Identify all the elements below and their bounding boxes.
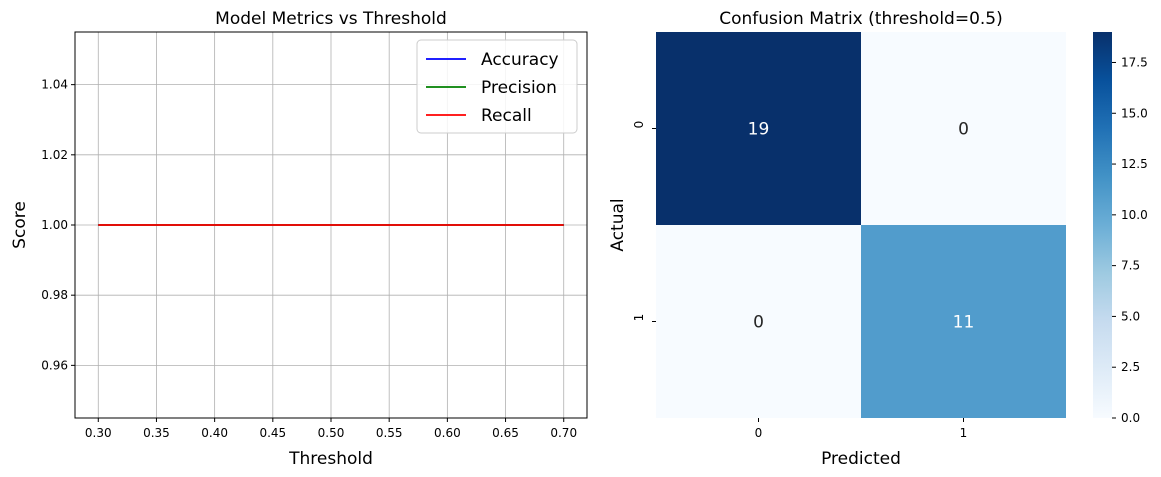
heatmap-y-tick-label: 1 [632,314,646,322]
y-tick-label: 1.00 [41,218,68,232]
y-tick-label: 0.96 [41,358,68,372]
legend-label-accuracy: Accuracy [481,50,559,70]
heatmap-cell-label: 19 [748,120,770,140]
x-tick-label: 0.65 [492,426,519,440]
colorbar-tick-label: 15.0 [1121,106,1148,120]
heatmap-x-label: Predicted [821,449,901,469]
line-chart-title: Model Metrics vs Threshold [215,9,447,29]
line-chart-y-label: Score [10,201,30,249]
x-tick-label: 0.40 [201,426,228,440]
colorbar-tick-label: 2.5 [1121,360,1140,374]
line-chart-x-label: Threshold [288,449,373,469]
heatmap-cell-label: 0 [958,120,969,140]
heatmap-cell-label: 0 [753,313,764,333]
x-tick-label: 0.55 [376,426,403,440]
colorbar-tick-label: 10.0 [1121,208,1148,222]
heatmap-cell [861,225,1066,418]
heatmap-cell-label: 11 [953,313,975,333]
y-tick-label: 1.02 [41,148,68,162]
colorbar-tick-label: 0.0 [1121,411,1140,425]
metrics-line-chart: Model Metrics vs Threshold 0.30 0.35 0.40 0… [10,9,588,469]
heatmap-cells: 19 0 0 11 [656,32,1066,418]
heatmap-y-label: Actual [608,198,628,251]
x-tick-label: 0.45 [259,426,286,440]
colorbar-tick-label: 12.5 [1121,157,1148,171]
heatmap-x-tick-label: 1 [960,426,968,440]
line-chart-legend: Accuracy Precision Recall [416,39,578,134]
confusion-matrix-heatmap: Confusion Matrix (threshold=0.5) 19 00 11 … [608,9,1148,469]
line-chart-y-ticks: 0.96 0.98 1.00 1.02 1.04 [41,78,75,372]
colorbar-tick-label: 17.5 [1121,55,1148,69]
heatmap-title: Confusion Matrix (threshold=0.5) [719,9,1003,29]
heatmap-y-tick-label: 0 [632,121,646,129]
legend-label-recall: Recall [481,106,532,126]
x-tick-label: 0.50 [318,426,345,440]
colorbar-tick-label: 7.5 [1121,259,1140,273]
y-tick-label: 1.04 [41,78,68,92]
heatmap-cell [861,32,1066,225]
x-tick-label: 0.70 [550,426,577,440]
heatmap-ticks: 0 1 0 1 [632,121,967,440]
legend-box [416,39,578,134]
heatmap-cell [656,225,861,418]
colorbar-ticks: 0.0 2.5 5.0 7.5 10.0 12.5 15.0 17.5 [1112,55,1148,425]
heatmap-x-tick-label: 0 [755,426,763,440]
x-tick-label: 0.30 [85,426,112,440]
heatmap-cell [656,32,861,225]
colorbar-tick-label: 5.0 [1121,309,1140,323]
x-tick-label: 0.35 [143,426,170,440]
y-tick-label: 0.98 [41,288,68,302]
colorbar [1093,32,1112,418]
x-tick-label: 0.60 [434,426,461,440]
legend-label-precision: Precision [481,78,557,98]
line-chart-x-ticks: 0.30 0.35 0.40 0.45 0.50 0.55 0.60 0.65 0.70 [85,418,577,440]
